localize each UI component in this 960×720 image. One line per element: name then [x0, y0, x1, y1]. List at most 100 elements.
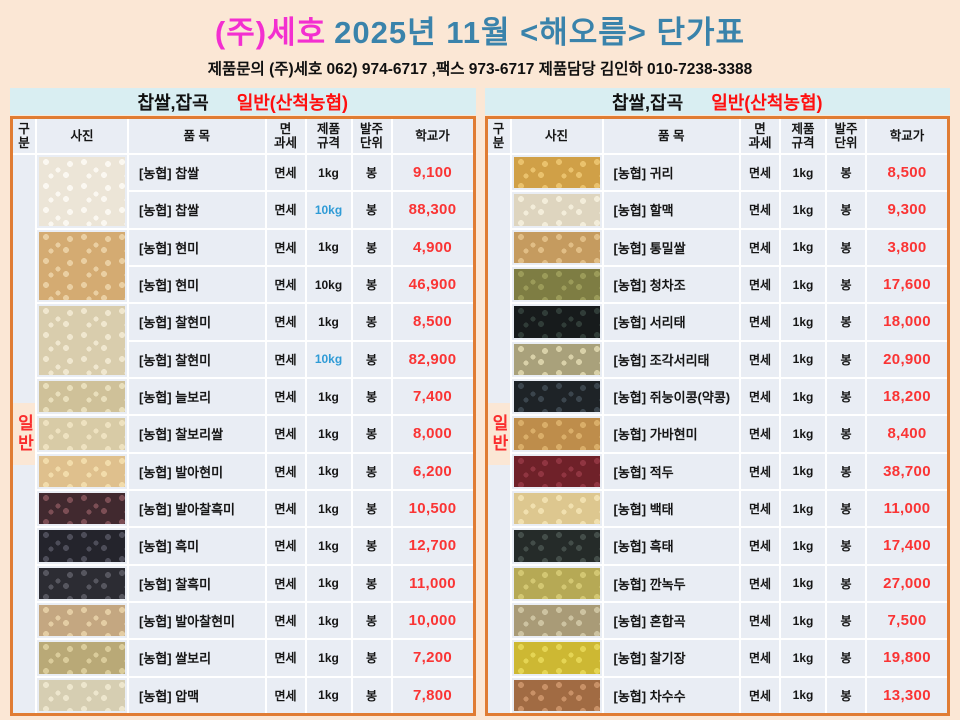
- column-header: 발주 단위: [827, 119, 865, 153]
- spec-cell: 1kg: [306, 229, 351, 265]
- photo-cell: [511, 341, 602, 377]
- spec-cell: 1kg: [781, 266, 825, 303]
- germinated-brown-rice-photo: [39, 455, 125, 487]
- column-header: 제품 규격: [306, 119, 351, 153]
- spec-cell: 1kg: [781, 565, 825, 601]
- black-soybean-photo: [513, 306, 600, 338]
- category-cell: 일반: [487, 155, 510, 713]
- split-barley-photo: [513, 194, 600, 226]
- item-name-cell: [농협] 서리태: [603, 304, 739, 340]
- spec-cell: 1kg: [781, 155, 825, 191]
- column-header: 품 목: [603, 119, 739, 153]
- tax-cell: 면세: [741, 155, 779, 191]
- item-name-cell: [농협] 늘보리: [129, 378, 265, 415]
- unit-cell: 봉: [352, 266, 391, 303]
- photo-cell: [37, 416, 127, 452]
- item-name-cell: [농협] 가바현미: [603, 416, 739, 452]
- item-name-cell: [농협] 쥐눙이콩(약콩): [603, 378, 739, 415]
- item-name-cell: [농협] 현미: [129, 266, 265, 303]
- spec-cell: 1kg: [781, 528, 825, 564]
- price-cell: 13,300: [867, 677, 947, 713]
- price-cell: 17,400: [867, 528, 947, 564]
- price-cell: 8,000: [392, 416, 473, 452]
- unit-cell: 봉: [352, 602, 391, 639]
- unit-cell: 봉: [352, 640, 391, 676]
- price-cell: 82,900: [392, 341, 473, 377]
- spec-cell: 10kg: [306, 266, 351, 303]
- spec-cell: 1kg: [306, 640, 351, 676]
- page-title: (주)세호 2025년 11월 <해오름> 단가표: [0, 0, 960, 52]
- split-black-soybean-photo: [513, 343, 600, 375]
- barley-photo: [39, 380, 125, 413]
- item-name-cell: [농협] 흑태: [603, 528, 739, 564]
- tax-cell: 면세: [266, 378, 305, 415]
- photo-cell: [37, 229, 127, 303]
- black-bean-photo: [513, 530, 600, 562]
- photo-cell: [511, 229, 602, 265]
- unit-cell: 봉: [827, 677, 865, 713]
- tax-cell: 면세: [266, 528, 305, 564]
- tax-cell: 면세: [741, 229, 779, 265]
- price-cell: 27,000: [867, 565, 947, 601]
- photo-cell: [511, 192, 602, 228]
- item-name-cell: [농협] 백태: [603, 490, 739, 527]
- column-header: 구분: [13, 119, 35, 153]
- item-name-cell: [농협] 깐녹두: [603, 565, 739, 601]
- spec-cell: 1kg: [306, 304, 351, 340]
- column-header: 품 목: [129, 119, 265, 153]
- price-cell: 46,900: [392, 266, 473, 303]
- unit-cell: 봉: [352, 416, 391, 452]
- spec-cell: 1kg: [781, 677, 825, 713]
- unit-cell: 봉: [827, 490, 865, 527]
- photo-cell: [37, 304, 127, 377]
- glutinous-sorghum-photo: [513, 679, 600, 711]
- price-cell: 10,000: [392, 602, 473, 639]
- unit-cell: 봉: [352, 453, 391, 489]
- photo-cell: [511, 304, 602, 340]
- price-cell: 8,400: [867, 416, 947, 452]
- unit-cell: 봉: [352, 304, 391, 340]
- column-header: 제품 규격: [781, 119, 825, 153]
- unit-cell: 봉: [352, 229, 391, 265]
- photo-cell: [511, 640, 602, 676]
- spec-cell: 1kg: [781, 304, 825, 340]
- photo-cell: [37, 677, 127, 713]
- germinated-glutinous-brown-rice-photo: [39, 604, 125, 637]
- photo-cell: [511, 378, 602, 415]
- unit-cell: 봉: [352, 341, 391, 377]
- price-cell: 11,000: [392, 565, 473, 601]
- spec-cell: 1kg: [781, 378, 825, 415]
- tax-cell: 면세: [741, 602, 779, 639]
- photo-cell: [511, 266, 602, 303]
- photo-cell: [37, 528, 127, 564]
- item-name-cell: [농협] 발아찰흑미: [129, 490, 265, 527]
- tax-cell: 면세: [266, 490, 305, 527]
- price-cell: 8,500: [392, 304, 473, 340]
- unit-cell: 봉: [827, 304, 865, 340]
- item-name-cell: [농협] 찰보리쌀: [129, 416, 265, 452]
- white-glutinous-rice-photo: [39, 157, 125, 226]
- item-name-cell: [농협] 흑미: [129, 528, 265, 564]
- page-title-text: 2025년 11월 <해오름> 단가표: [334, 15, 746, 50]
- item-name-cell: [농협] 통밀쌀: [603, 229, 739, 265]
- tax-cell: 면세: [266, 565, 305, 601]
- unit-cell: 봉: [827, 192, 865, 228]
- item-name-cell: [농협] 찰현미: [129, 304, 265, 340]
- company-name: (주)세호: [214, 15, 327, 50]
- red-bean-photo: [513, 455, 600, 487]
- tax-cell: 면세: [741, 416, 779, 452]
- item-name-cell: [농협] 찹쌀: [129, 192, 265, 228]
- photo-cell: [37, 640, 127, 676]
- item-name-cell: [농협] 압맥: [129, 677, 265, 713]
- tax-cell: 면세: [266, 640, 305, 676]
- price-cell: 10,500: [392, 490, 473, 527]
- item-name-cell: [농협] 찹쌀: [129, 155, 265, 191]
- tax-cell: 면세: [741, 677, 779, 713]
- photo-cell: [511, 490, 602, 527]
- item-name-cell: [농협] 조각서리태: [603, 341, 739, 377]
- tax-cell: 면세: [266, 155, 305, 191]
- price-cell: 12,700: [392, 528, 473, 564]
